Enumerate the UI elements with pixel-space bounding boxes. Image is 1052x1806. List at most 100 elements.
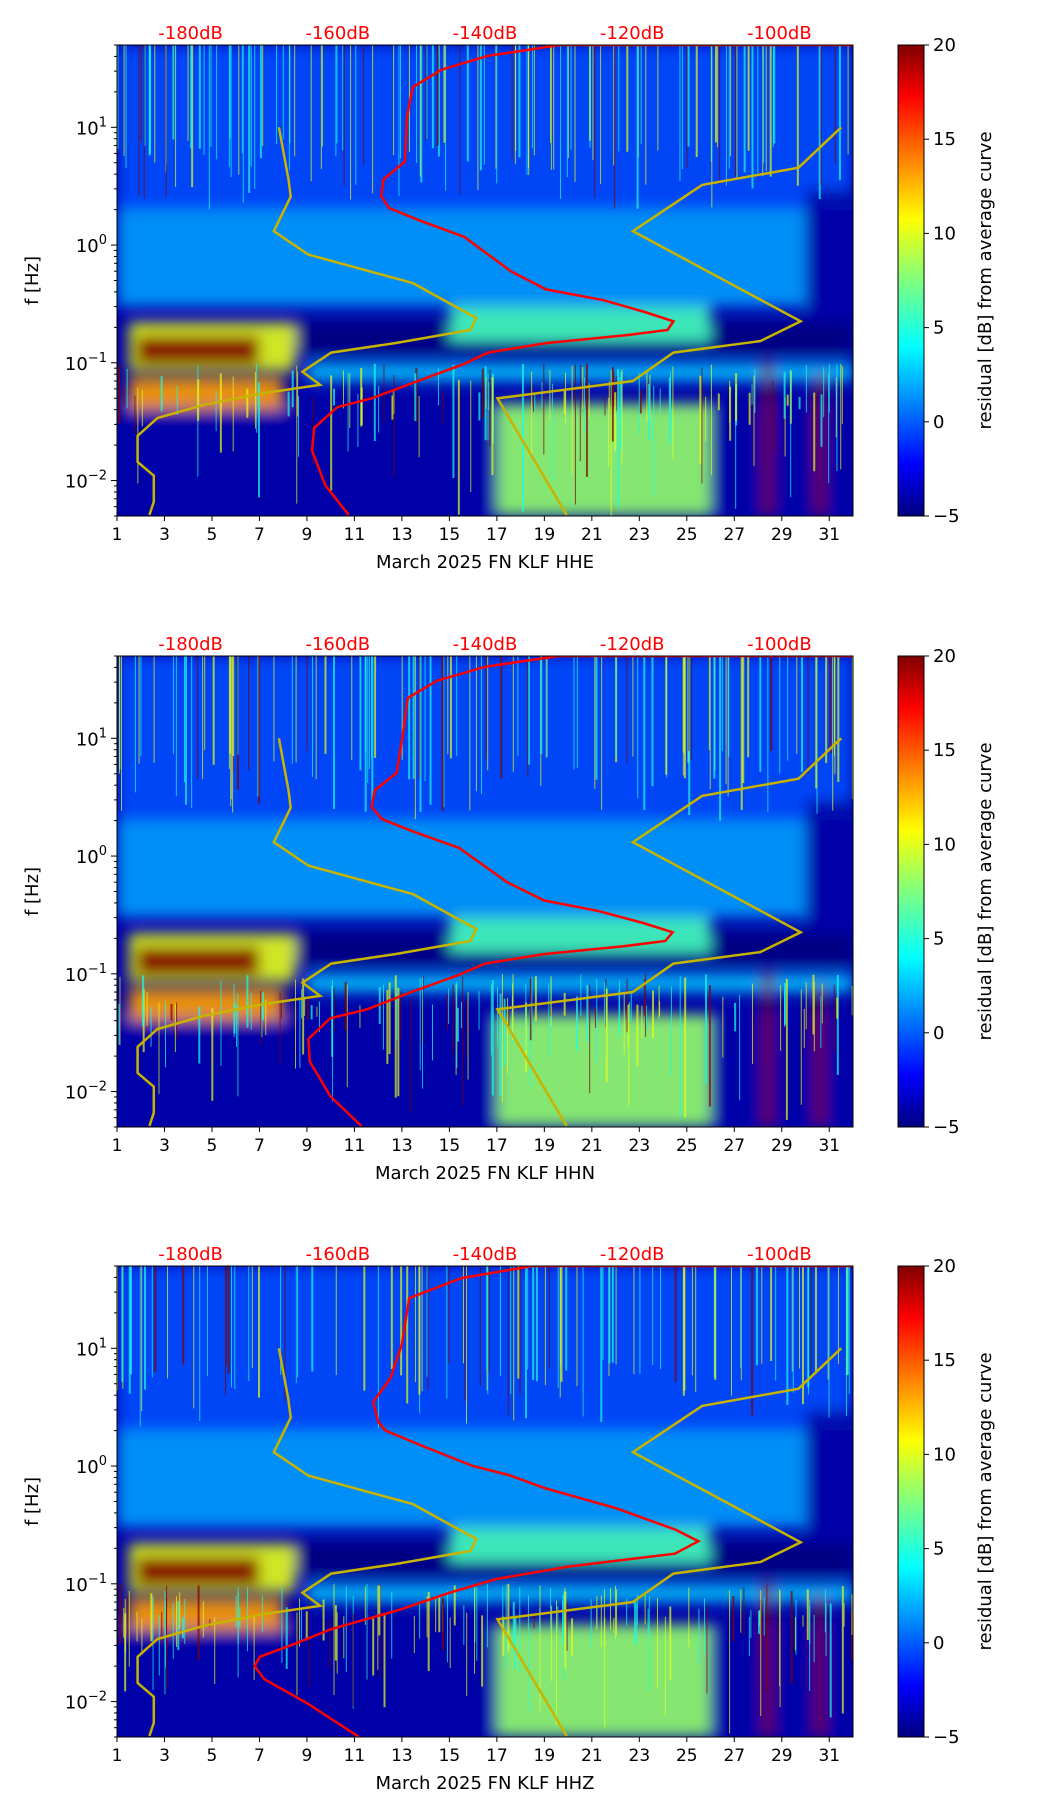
y-tick-label: 10−1 (65, 351, 107, 375)
heatmap-region (117, 1266, 853, 1431)
top-db-tick-label: -180dB (158, 634, 223, 655)
x-tick-label: 29 (771, 525, 793, 545)
colorbar-tick-label: 5 (933, 929, 944, 950)
heatmap-region (117, 45, 853, 210)
x-tick-label: 19 (534, 525, 556, 545)
x-axis-label: March 2025 FN KLF HHE (376, 552, 594, 573)
colorbar-tick-label: 5 (933, 318, 944, 339)
x-tick-label: 19 (534, 1136, 556, 1156)
colorbar-tick-label: −5 (933, 506, 960, 527)
x-tick-label: 25 (676, 1746, 698, 1766)
x-tick-label: 15 (439, 1746, 461, 1766)
colorbar-label: residual [dB] from average curve (975, 1352, 996, 1650)
x-tick-label: 29 (771, 1746, 793, 1766)
colorbar-tick-label: −5 (933, 1117, 960, 1138)
x-tick-label: 17 (486, 1136, 508, 1156)
top-db-tick-label: -100dB (747, 23, 812, 44)
colorbar-tick-label: 10 (933, 223, 956, 244)
x-tick-label: 31 (818, 1136, 840, 1156)
x-tick-label: 11 (344, 1746, 366, 1766)
low-noise-model-line (136, 1348, 478, 1737)
low-noise-model-line (136, 127, 478, 516)
colorbar-tick-label: 15 (933, 129, 956, 150)
heatmap-streaks (117, 1266, 853, 1734)
x-tick-label: 3 (159, 525, 170, 545)
x-tick-label: 27 (723, 525, 745, 545)
top-db-tick-label: -140dB (453, 1244, 518, 1265)
heatmap-region (805, 1409, 853, 1549)
colorbar-tick-label: 0 (933, 1633, 944, 1654)
top-db-tick-label: -100dB (747, 634, 812, 655)
heatmap-regions (117, 1266, 853, 1737)
colorbar-tick-label: 5 (933, 1539, 944, 1560)
heatmap-region (117, 820, 806, 918)
heatmap-region (117, 1430, 806, 1528)
y-tick-label: 100 (76, 233, 107, 257)
top-db-tick-label: -180dB (158, 1244, 223, 1265)
x-tick-label: 21 (581, 1136, 603, 1156)
x-tick-label: 13 (391, 1136, 413, 1156)
x-tick-label: 9 (302, 1136, 313, 1156)
high-noise-model-line (495, 737, 843, 1127)
x-tick-label: 31 (818, 525, 840, 545)
x-tick-label: 29 (771, 1136, 793, 1156)
x-tick-label: 5 (207, 1746, 218, 1766)
y-tick-label: 10−2 (65, 1690, 107, 1714)
x-tick-label: 3 (159, 1746, 170, 1766)
heatmap-region (762, 362, 773, 516)
colorbar-tick-label: 20 (933, 646, 956, 667)
top-db-tick-label: -180dB (158, 23, 223, 44)
x-tick-label: 3 (159, 1136, 170, 1156)
heatmap-streaks (118, 656, 853, 1120)
x-tick-label: 15 (439, 1136, 461, 1156)
top-db-tick-label: -160dB (305, 634, 370, 655)
top-db-tick-label: -140dB (453, 634, 518, 655)
y-tick-label: 10−2 (65, 469, 107, 493)
heatmap-region (117, 1014, 853, 1127)
x-tick-label: 23 (629, 1136, 651, 1156)
colorbar-tick-label: −5 (933, 1727, 960, 1748)
heatmap-region (117, 656, 853, 821)
colorbar (897, 1265, 925, 1738)
y-tick-label: 100 (76, 1454, 107, 1478)
heatmap-region (449, 306, 711, 343)
top-db-tick-label: -120dB (600, 634, 665, 655)
x-tick-label: 17 (486, 1746, 508, 1766)
plot-area (117, 45, 853, 516)
mean-psd-line (253, 1266, 853, 1737)
colorbar-tick-label: 0 (933, 412, 944, 433)
x-tick-label: 1 (112, 1136, 123, 1156)
x-tick-label: 25 (676, 1136, 698, 1156)
colorbar (897, 655, 925, 1128)
top-db-tick-label: -120dB (600, 23, 665, 44)
plot-area (117, 1266, 853, 1737)
x-tick-label: 7 (254, 525, 265, 545)
x-axis-label: March 2025 FN KLF HHN (375, 1163, 595, 1184)
colorbar-tick-label: 20 (933, 1256, 956, 1277)
heatmap-region (306, 973, 853, 993)
x-tick-label: 21 (581, 1746, 603, 1766)
heatmap-regions (117, 656, 853, 1127)
top-db-tick-label: -140dB (453, 23, 518, 44)
x-tick-label: 5 (207, 525, 218, 545)
y-tick-label: 101 (76, 726, 107, 750)
high-noise-model-line (495, 1347, 843, 1737)
x-tick-label: 19 (534, 1746, 556, 1766)
heatmap-region (117, 1624, 853, 1737)
y-axis-label: f [Hz] (22, 1477, 43, 1526)
low-noise-model-line (136, 738, 478, 1127)
x-tick-label: 25 (676, 525, 698, 545)
x-tick-label: 17 (486, 525, 508, 545)
heatmap-region (135, 335, 260, 366)
x-tick-label: 23 (629, 1746, 651, 1766)
y-axis-label: f [Hz] (22, 867, 43, 916)
plot-area (117, 656, 853, 1127)
x-tick-label: 7 (254, 1136, 265, 1156)
x-tick-label: 13 (391, 1746, 413, 1766)
colorbar (897, 44, 925, 517)
y-tick-label: 10−2 (65, 1080, 107, 1104)
mean-psd-line (307, 656, 853, 1127)
